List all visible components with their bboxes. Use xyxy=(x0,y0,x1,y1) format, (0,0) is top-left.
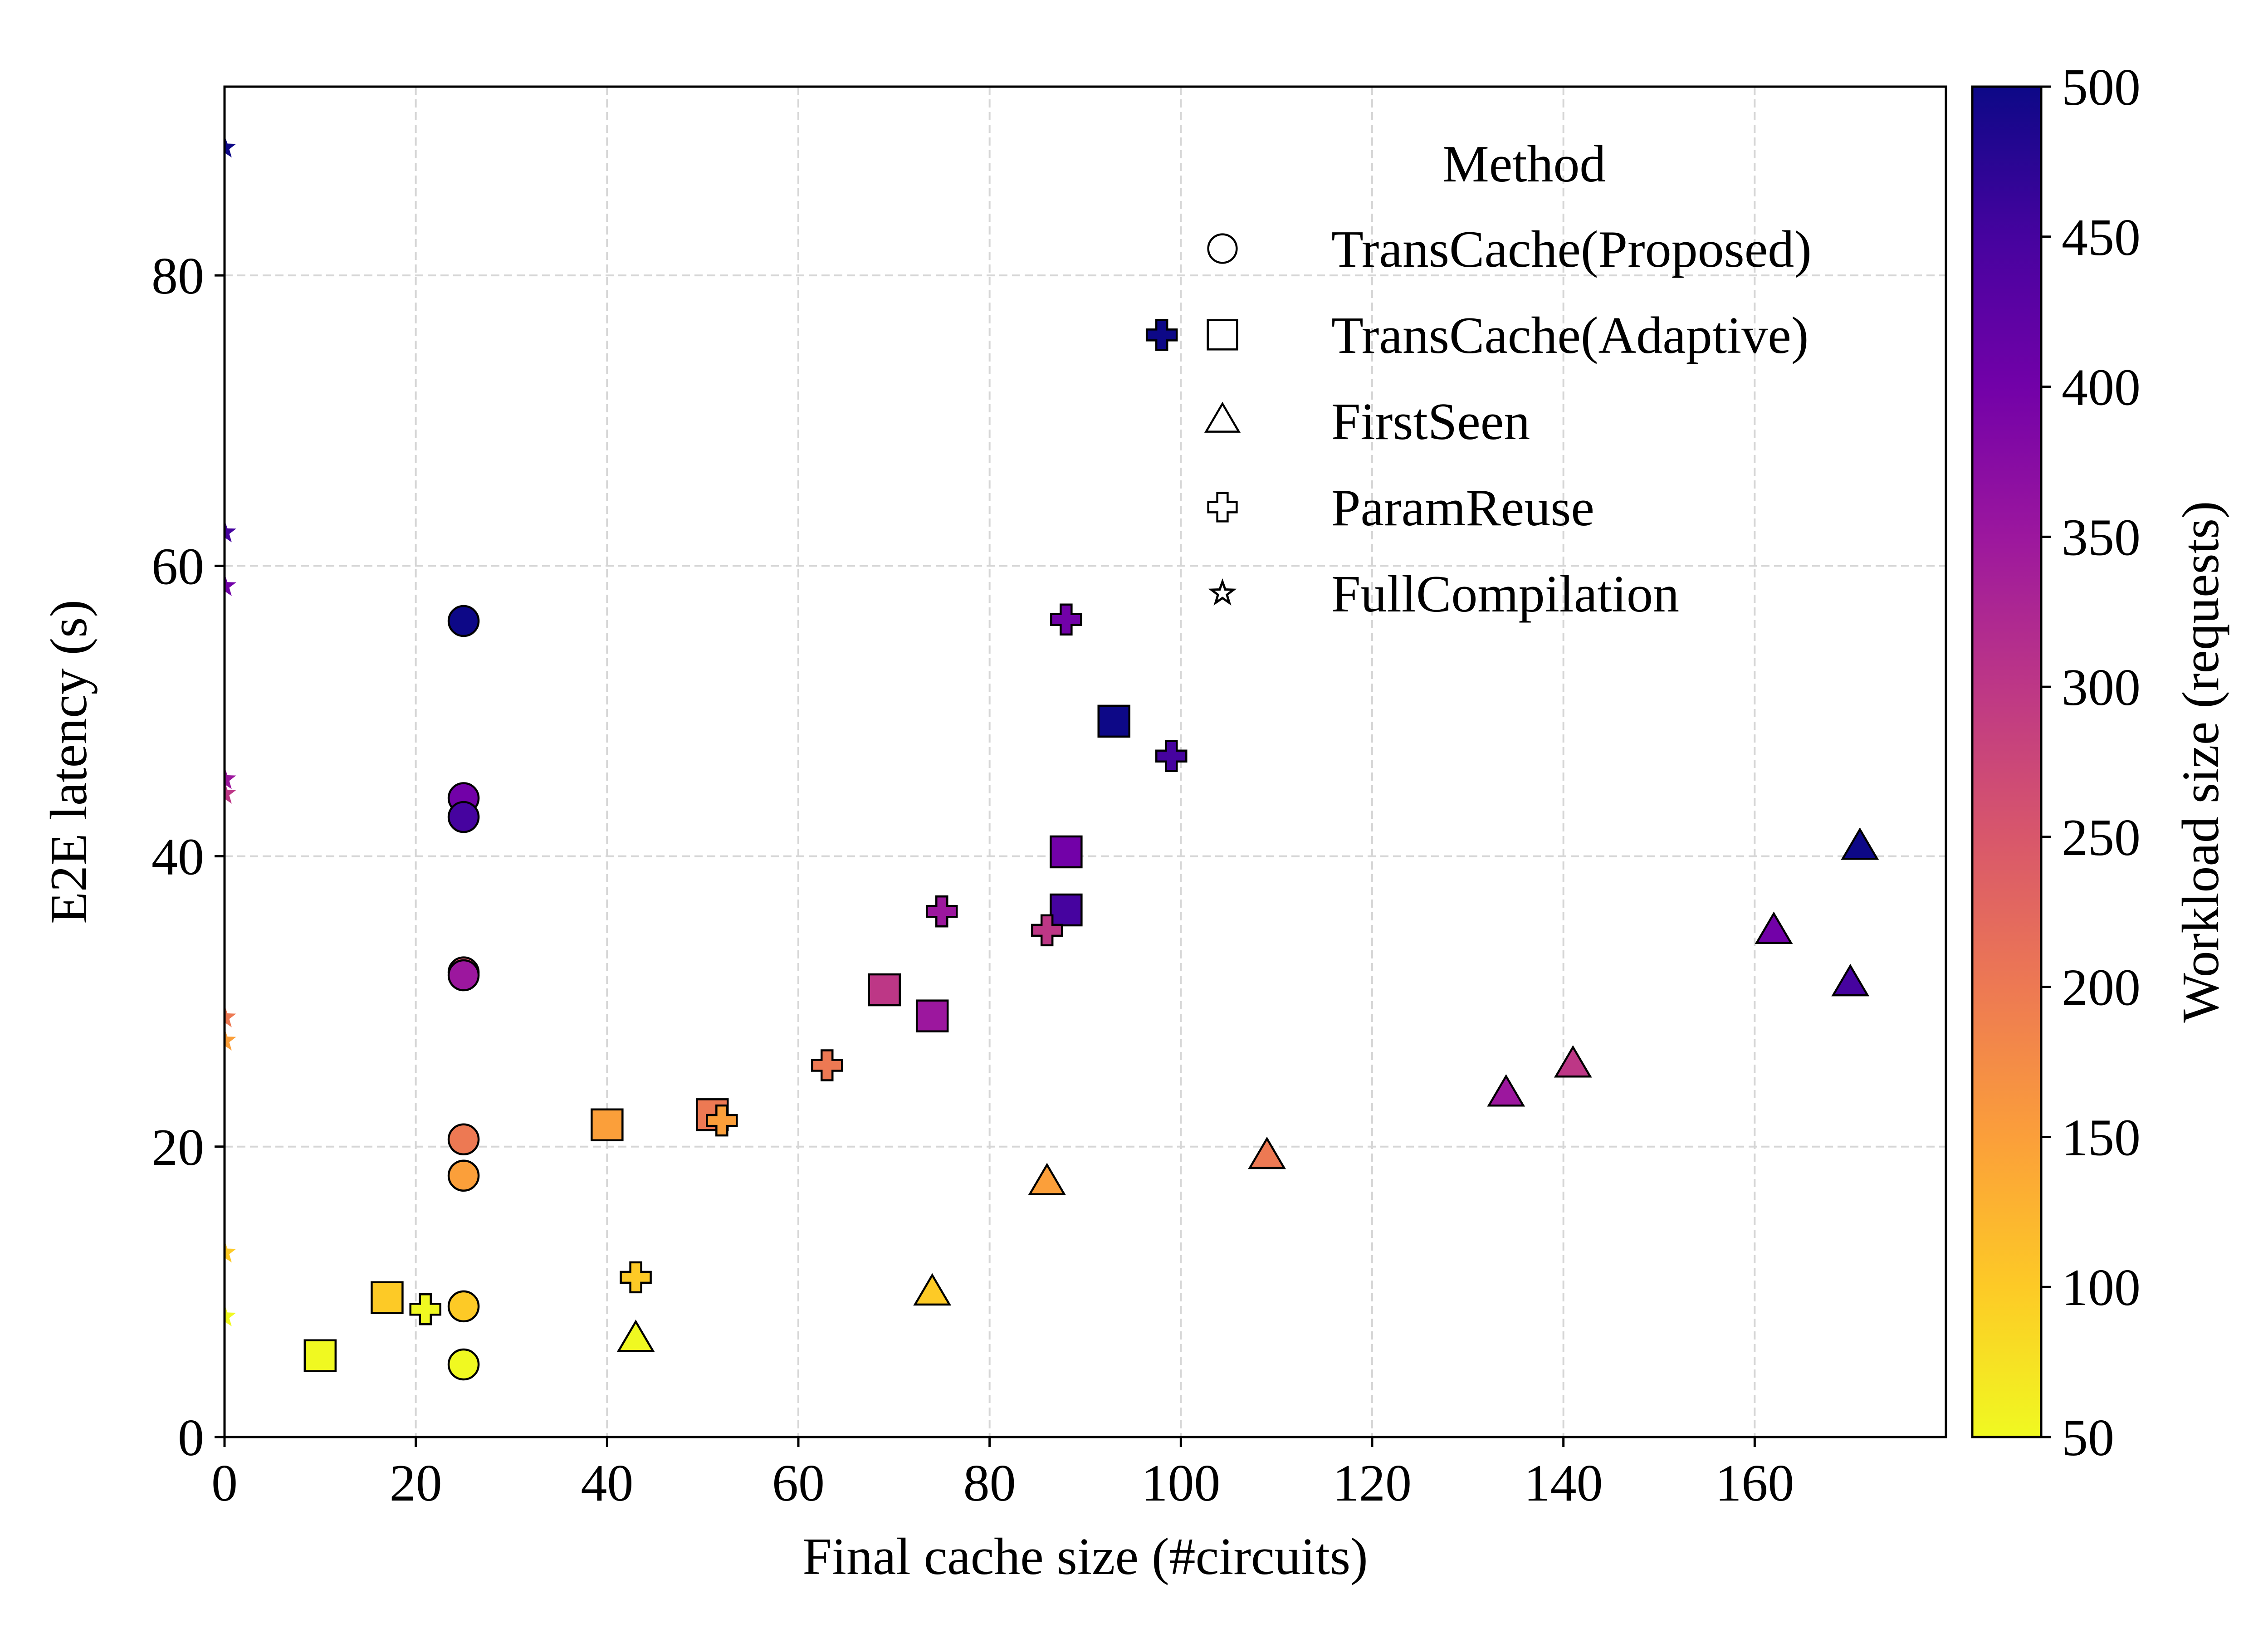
point-transcache-proposed xyxy=(447,1159,480,1192)
legend-marker-firstseen xyxy=(1204,401,1241,433)
point-fullcompilation xyxy=(225,1005,236,1027)
legend-label-fullcompilation: FullCompilation xyxy=(1331,565,1679,623)
point-firstseen xyxy=(1028,1163,1066,1195)
point-paramreuse xyxy=(1155,740,1188,772)
point-paramreuse xyxy=(409,1293,441,1325)
point-paramreuse xyxy=(926,895,958,928)
x-tick-label: 140 xyxy=(1524,1454,1603,1512)
point-transcache-adaptive xyxy=(868,973,901,1007)
point-fullcompilation xyxy=(225,1304,236,1327)
legend-marker-transcache-adaptive xyxy=(1207,319,1238,351)
point-paramreuse xyxy=(1145,319,1178,351)
point-firstseen xyxy=(1487,1074,1525,1107)
legend-marker-transcache-proposed xyxy=(1207,233,1238,264)
point-transcache-proposed xyxy=(447,959,480,992)
point-transcache-adaptive xyxy=(915,999,949,1032)
point-fullcompilation xyxy=(225,1028,236,1051)
x-tick-label: 120 xyxy=(1333,1454,1412,1512)
colorbar-tick-label: 350 xyxy=(2062,508,2141,567)
point-transcache-proposed xyxy=(447,1348,480,1381)
y-tick-label: 60 xyxy=(152,538,204,596)
colorbar-tick-label: 400 xyxy=(2062,359,2141,417)
colorbar-tick-label: 50 xyxy=(2062,1409,2114,1467)
y-tick-label: 20 xyxy=(152,1119,204,1177)
x-tick-label: 40 xyxy=(581,1454,633,1512)
point-transcache-proposed xyxy=(447,1290,480,1323)
x-tick-label: 0 xyxy=(211,1454,238,1512)
point-transcache-adaptive xyxy=(1050,835,1083,869)
point-transcache-adaptive xyxy=(371,1281,404,1314)
colorbar-tick-label: 250 xyxy=(2062,809,2141,867)
point-transcache-adaptive xyxy=(591,1108,624,1142)
point-firstseen xyxy=(616,1320,655,1352)
point-paramreuse xyxy=(1050,603,1082,636)
point-paramreuse xyxy=(1031,914,1063,947)
colorbar-label: Workload size (requests) xyxy=(2172,501,2230,1022)
colorbar-tick-label: 150 xyxy=(2062,1109,2141,1167)
legend-marker-paramreuse xyxy=(1207,492,1238,523)
point-transcache-adaptive xyxy=(1097,704,1130,738)
point-transcache-proposed xyxy=(447,801,480,833)
y-axis-label: E2E latency (s) xyxy=(40,600,98,924)
point-firstseen xyxy=(1841,827,1879,860)
point-transcache-proposed xyxy=(447,1123,480,1156)
y-tick-label: 40 xyxy=(152,828,204,886)
point-transcache-adaptive xyxy=(1050,893,1083,927)
grid xyxy=(225,87,1946,1437)
colorbar-tick-label: 500 xyxy=(2062,59,2141,117)
point-paramreuse xyxy=(620,1261,652,1294)
colorbar-gradient xyxy=(1971,85,2043,1438)
y-tick-label: 0 xyxy=(178,1409,204,1467)
point-transcache-proposed xyxy=(447,605,480,637)
x-axis-label: Final cache size (#circuits) xyxy=(802,1528,1368,1586)
colorbar-tick-label: 450 xyxy=(2062,209,2141,267)
x-tick-label: 100 xyxy=(1141,1454,1220,1512)
point-fullcompilation xyxy=(225,767,236,789)
legend-label-transcache-adaptive: TransCache(Adaptive) xyxy=(1331,307,1809,365)
legend-marker-fullcompilation xyxy=(1208,578,1237,606)
legend-label-transcache-proposed: TransCache(Proposed) xyxy=(1331,220,1812,279)
point-fullcompilation xyxy=(225,781,236,804)
point-fullcompilation xyxy=(225,135,236,158)
point-firstseen xyxy=(1248,1136,1286,1169)
point-firstseen xyxy=(1755,911,1793,944)
colorbar-tick-label: 300 xyxy=(2062,659,2141,717)
legend: Method TransCache(Proposed) TransCache(Ad… xyxy=(1204,135,1812,623)
point-paramreuse xyxy=(706,1104,738,1137)
plot-frame xyxy=(223,85,1947,1438)
point-transcache-adaptive xyxy=(303,1339,337,1372)
x-tick-label: 80 xyxy=(963,1454,1016,1512)
x-tick-label: 60 xyxy=(772,1454,825,1512)
point-firstseen xyxy=(913,1273,952,1306)
colorbar-tick-label: 100 xyxy=(2062,1259,2141,1317)
legend-label-firstseen: FirstSeen xyxy=(1331,393,1530,451)
point-firstseen xyxy=(1831,963,1870,997)
axis-ticks: 0 20 40 60 80 100 120 140 160 0 20 40 60 80 xyxy=(152,247,1794,1512)
point-fullcompilation xyxy=(225,574,236,596)
data-points xyxy=(225,135,1879,1381)
legend-title: Method xyxy=(1442,135,1606,193)
legend-label-paramreuse: ParamReuse xyxy=(1331,479,1594,537)
y-tick-label: 80 xyxy=(152,247,204,305)
point-fullcompilation xyxy=(225,1240,236,1263)
x-tick-label: 20 xyxy=(390,1454,442,1512)
colorbar-tick-label: 200 xyxy=(2062,959,2141,1017)
x-tick-label: 160 xyxy=(1715,1454,1794,1512)
point-fullcompilation xyxy=(225,520,236,543)
colorbar: Workload size (requests) 50 100 150 200 250 3… xyxy=(1971,59,2230,1467)
point-firstseen xyxy=(1554,1045,1592,1078)
point-paramreuse xyxy=(811,1049,843,1081)
